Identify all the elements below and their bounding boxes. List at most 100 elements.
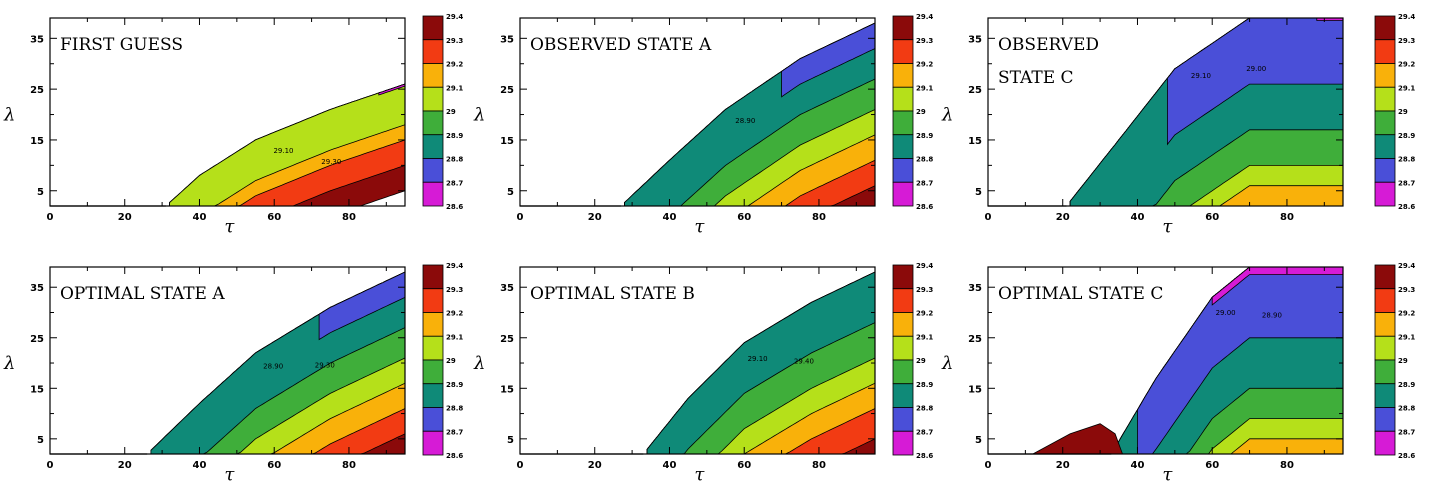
panel-title: OBSERVED STATE A	[530, 35, 712, 55]
panel-title: OPTIMAL STATE B	[530, 284, 695, 304]
contour-band	[646, 271, 875, 454]
colorbar-label: 28.6	[446, 203, 463, 211]
y-tick-label: 35	[30, 283, 44, 294]
contour-label: 29.10	[1191, 72, 1211, 80]
colorbar-label: 29.3	[1398, 286, 1415, 294]
colorbar-swatch	[422, 312, 444, 337]
contour-label: 28.90	[735, 117, 755, 125]
colorbar-label: 28.6	[1398, 452, 1415, 460]
colorbar-swatch	[892, 383, 914, 408]
contour-label: 29.30	[315, 361, 335, 369]
colorbar-label: 29.4	[446, 13, 463, 21]
colorbar-label: 29.2	[916, 61, 933, 69]
colorbar-label: 29	[446, 357, 456, 365]
contour-blob	[1032, 423, 1123, 454]
colorbar-label: 29.2	[1398, 61, 1415, 69]
colorbar-swatch	[892, 430, 914, 456]
colorbar-swatch	[422, 359, 444, 385]
x-tick-label: 20	[1056, 460, 1070, 471]
contour-panel: 28.90 29.30 0 20 40 60 80 5 15 25 35 τ λ OPTIMAL STAT…	[3, 262, 463, 485]
colorbar-swatch	[422, 63, 444, 88]
x-axis-label: τ	[1162, 464, 1173, 485]
y-tick-label: 25	[30, 334, 44, 345]
y-axis-label: λ	[941, 353, 953, 374]
x-tick-label: 40	[663, 212, 677, 223]
colorbar-label: 29.4	[1398, 262, 1415, 270]
y-tick-label: 15	[500, 384, 514, 395]
x-tick-label: 20	[1056, 212, 1070, 223]
colorbar-swatch	[1374, 110, 1396, 136]
panel-title: OBSERVED	[998, 35, 1099, 55]
x-tick-label: 60	[1205, 212, 1219, 223]
colorbar-label: 28.9	[1398, 132, 1415, 140]
colorbar-label: 28.9	[446, 132, 463, 140]
colorbar-label: 29.3	[446, 37, 463, 45]
x-tick-label: 40	[1131, 460, 1145, 471]
colorbar-swatch	[1374, 39, 1396, 64]
colorbar-label: 28.9	[446, 381, 463, 389]
colorbar-swatch	[1374, 158, 1396, 183]
y-tick-label: 35	[30, 34, 44, 45]
colorbar-label: 28.6	[916, 452, 933, 460]
colorbar-swatch	[422, 39, 444, 64]
contour-label: 29.10	[273, 147, 293, 155]
colorbar-swatch	[422, 181, 444, 207]
colorbar-label: 29.2	[446, 310, 463, 318]
x-tick-label: 40	[193, 212, 207, 223]
colorbar-label: 28.8	[446, 405, 463, 413]
y-tick-label: 25	[500, 334, 514, 345]
contour-band	[781, 22, 875, 98]
x-tick-label: 60	[737, 460, 751, 471]
colorbar-label: 29.2	[1398, 310, 1415, 318]
panel-title: STATE C	[998, 68, 1074, 88]
y-axis-label: λ	[473, 353, 485, 374]
colorbar-label: 28.9	[1398, 381, 1415, 389]
y-tick-label: 15	[500, 136, 514, 147]
colorbar-swatch	[422, 110, 444, 136]
y-tick-label: 15	[30, 384, 44, 395]
colorbar-swatch	[422, 430, 444, 456]
contour-panel: 29.10 29.00 0 20 40 60 80 5 15 25 35 τ λ OBSERVED STAT…	[941, 13, 1415, 237]
x-tick-label: 80	[1280, 212, 1294, 223]
colorbar-swatch	[422, 86, 444, 112]
x-tick-label: 0	[985, 212, 992, 223]
contour-band	[169, 83, 405, 206]
colorbar-swatch	[892, 134, 914, 159]
colorbar-label: 28.8	[916, 405, 933, 413]
plot-frame	[987, 17, 1344, 207]
colorbar-label: 29	[1398, 108, 1408, 116]
colorbar-label: 29.1	[1398, 333, 1415, 341]
colorbar-label: 28.7	[916, 179, 933, 187]
plot-frame	[49, 17, 406, 207]
y-axis-label: λ	[473, 105, 485, 126]
x-tick-label: 20	[588, 212, 602, 223]
y-axis-label: λ	[941, 105, 953, 126]
y-tick-label: 25	[968, 85, 982, 96]
colorbar-swatch	[1374, 335, 1396, 361]
x-tick-label: 80	[342, 460, 356, 471]
contour-label: 29.30	[321, 158, 341, 166]
x-tick-label: 0	[985, 460, 992, 471]
contour-label: 29.00	[1216, 309, 1236, 317]
plot-frame	[987, 266, 1344, 455]
y-tick-label: 5	[37, 435, 44, 446]
colorbar-swatch	[1374, 181, 1396, 207]
colorbar-label: 29.1	[446, 333, 463, 341]
colorbar-swatch	[422, 383, 444, 408]
x-tick-label: 20	[118, 460, 132, 471]
y-tick-label: 5	[975, 187, 982, 198]
colorbar-label: 29.1	[916, 84, 933, 92]
colorbar-swatch	[422, 264, 444, 290]
colorbar-label: 29.3	[1398, 37, 1415, 45]
colorbar-label: 29	[916, 108, 926, 116]
colorbar-label: 29.1	[1398, 84, 1415, 92]
panel-title: OPTIMAL STATE C	[998, 284, 1163, 304]
colorbar-label: 29.4	[916, 13, 933, 21]
y-tick-label: 5	[507, 435, 514, 446]
x-tick-label: 60	[267, 212, 281, 223]
colorbar-swatch	[892, 15, 914, 41]
panel-title: OPTIMAL STATE A	[60, 284, 225, 304]
x-tick-label: 80	[1280, 460, 1294, 471]
colorbar-label: 29	[446, 108, 456, 116]
